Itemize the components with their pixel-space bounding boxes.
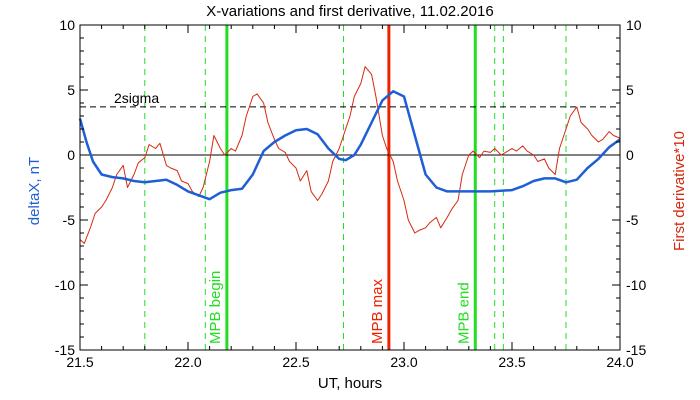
- x-tick-label: 24.0: [606, 354, 633, 370]
- y-tick-label-left: 10: [59, 17, 75, 33]
- y-axis-left: -15 -10 -5 0 5 10: [55, 17, 88, 358]
- x-tick-label: 21.5: [66, 354, 93, 370]
- y-tick-label-left: -15: [55, 342, 75, 358]
- y-tick-label-left: 0: [67, 147, 75, 163]
- chart-title: X-variations and first derivative, 11.02…: [206, 3, 493, 20]
- mpb-marker-lines: [225, 25, 477, 350]
- sigma-label: 2sigma: [114, 90, 159, 106]
- series-line-derivative: [79, 66, 621, 244]
- mpb-marker-label: MPB begin: [207, 271, 224, 344]
- y-axis-right-label: First derivative*10: [671, 131, 688, 251]
- mpb-marker-label: MPB end: [455, 282, 472, 344]
- x-tick-label: 23.0: [390, 354, 417, 370]
- y-tick-label-left: 5: [67, 82, 75, 98]
- reference-lines: [80, 106, 620, 156]
- y-tick-label-right: -10: [626, 277, 646, 293]
- x-tick-label: 22.5: [282, 354, 309, 370]
- x-tick-label: 23.5: [498, 354, 525, 370]
- mpb-marker-labels: MPB begin MPB max MPB end: [207, 271, 472, 344]
- y-tick-label-right: -5: [626, 212, 639, 228]
- x-axis-label: UT, hours: [318, 375, 382, 392]
- y-tick-label-right: 10: [626, 17, 642, 33]
- x-axis: 21.5 22.0 22.5 23.0 23.5 24.0: [66, 25, 634, 370]
- y-tick-label-left: -10: [55, 277, 75, 293]
- series-line-deltax: [78, 90, 621, 201]
- y-axis-left-label: deltaX, nT: [26, 157, 43, 225]
- mpb-marker-label: MPB max: [369, 278, 386, 344]
- y-tick-label-right: 0: [626, 147, 634, 163]
- plot-frame: [79, 24, 621, 351]
- y-tick-label-left: -5: [63, 212, 76, 228]
- y-tick-label-right: -15: [626, 342, 646, 358]
- y-axis-right: -15 -10 -5 0 5 10: [612, 17, 646, 358]
- x-tick-label: 22.0: [174, 354, 201, 370]
- y-tick-label-right: 5: [626, 82, 634, 98]
- series-layer: [78, 66, 621, 244]
